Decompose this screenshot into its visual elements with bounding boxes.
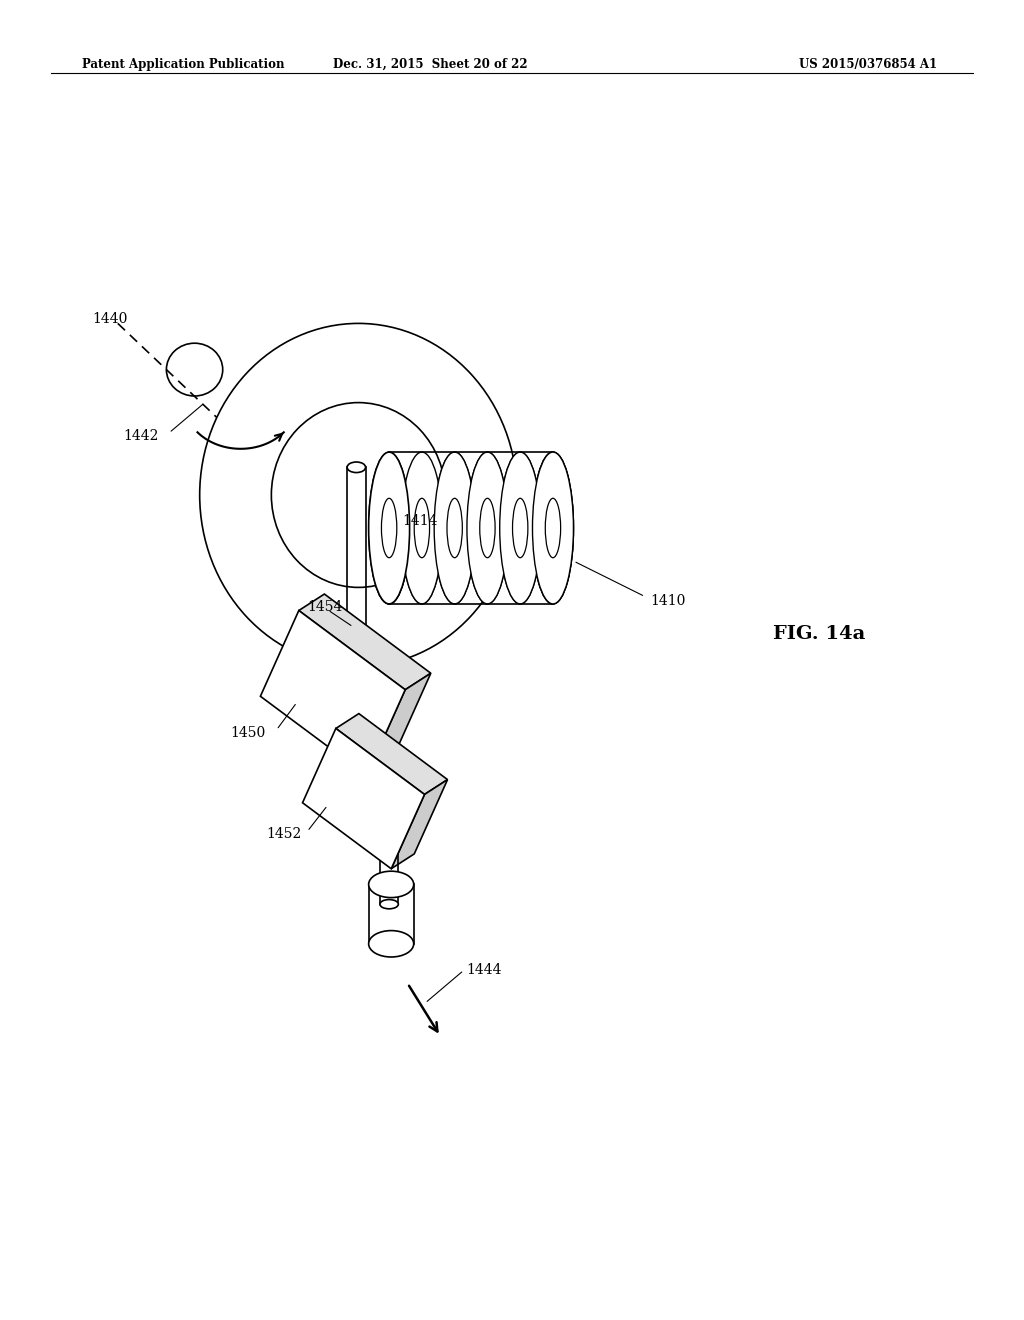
Ellipse shape bbox=[369, 451, 410, 605]
Polygon shape bbox=[391, 780, 447, 869]
Ellipse shape bbox=[467, 451, 508, 605]
Polygon shape bbox=[302, 729, 425, 869]
Text: 1410: 1410 bbox=[650, 594, 686, 607]
Text: 1444: 1444 bbox=[466, 964, 502, 977]
Ellipse shape bbox=[369, 931, 414, 957]
Text: 1454: 1454 bbox=[307, 601, 343, 614]
Ellipse shape bbox=[369, 871, 414, 898]
Polygon shape bbox=[336, 714, 447, 795]
Ellipse shape bbox=[513, 498, 528, 557]
Ellipse shape bbox=[401, 451, 442, 605]
Ellipse shape bbox=[500, 451, 541, 605]
Polygon shape bbox=[299, 594, 431, 690]
Ellipse shape bbox=[200, 323, 517, 667]
Ellipse shape bbox=[271, 403, 445, 587]
Polygon shape bbox=[260, 611, 406, 775]
Ellipse shape bbox=[532, 451, 573, 605]
Text: 1450: 1450 bbox=[230, 726, 265, 739]
Ellipse shape bbox=[532, 451, 573, 605]
Ellipse shape bbox=[434, 451, 475, 605]
Text: Patent Application Publication: Patent Application Publication bbox=[82, 58, 285, 71]
Text: FIG. 14a: FIG. 14a bbox=[773, 624, 865, 643]
Ellipse shape bbox=[532, 451, 573, 605]
Ellipse shape bbox=[380, 900, 398, 908]
Ellipse shape bbox=[381, 498, 397, 557]
Polygon shape bbox=[367, 673, 431, 775]
Text: 1442: 1442 bbox=[123, 429, 159, 442]
Ellipse shape bbox=[369, 451, 410, 605]
Ellipse shape bbox=[414, 498, 430, 557]
Ellipse shape bbox=[479, 498, 496, 557]
Ellipse shape bbox=[347, 462, 366, 473]
Text: US 2015/0376854 A1: US 2015/0376854 A1 bbox=[799, 58, 937, 71]
Ellipse shape bbox=[500, 451, 541, 605]
Ellipse shape bbox=[446, 498, 463, 557]
Ellipse shape bbox=[401, 451, 442, 605]
Text: 1440: 1440 bbox=[92, 313, 128, 326]
Ellipse shape bbox=[369, 451, 410, 605]
Text: 1452: 1452 bbox=[266, 828, 301, 841]
Text: 1414: 1414 bbox=[402, 515, 437, 528]
Ellipse shape bbox=[546, 498, 561, 557]
Text: Dec. 31, 2015  Sheet 20 of 22: Dec. 31, 2015 Sheet 20 of 22 bbox=[333, 58, 527, 71]
Ellipse shape bbox=[434, 451, 475, 605]
Ellipse shape bbox=[467, 451, 508, 605]
